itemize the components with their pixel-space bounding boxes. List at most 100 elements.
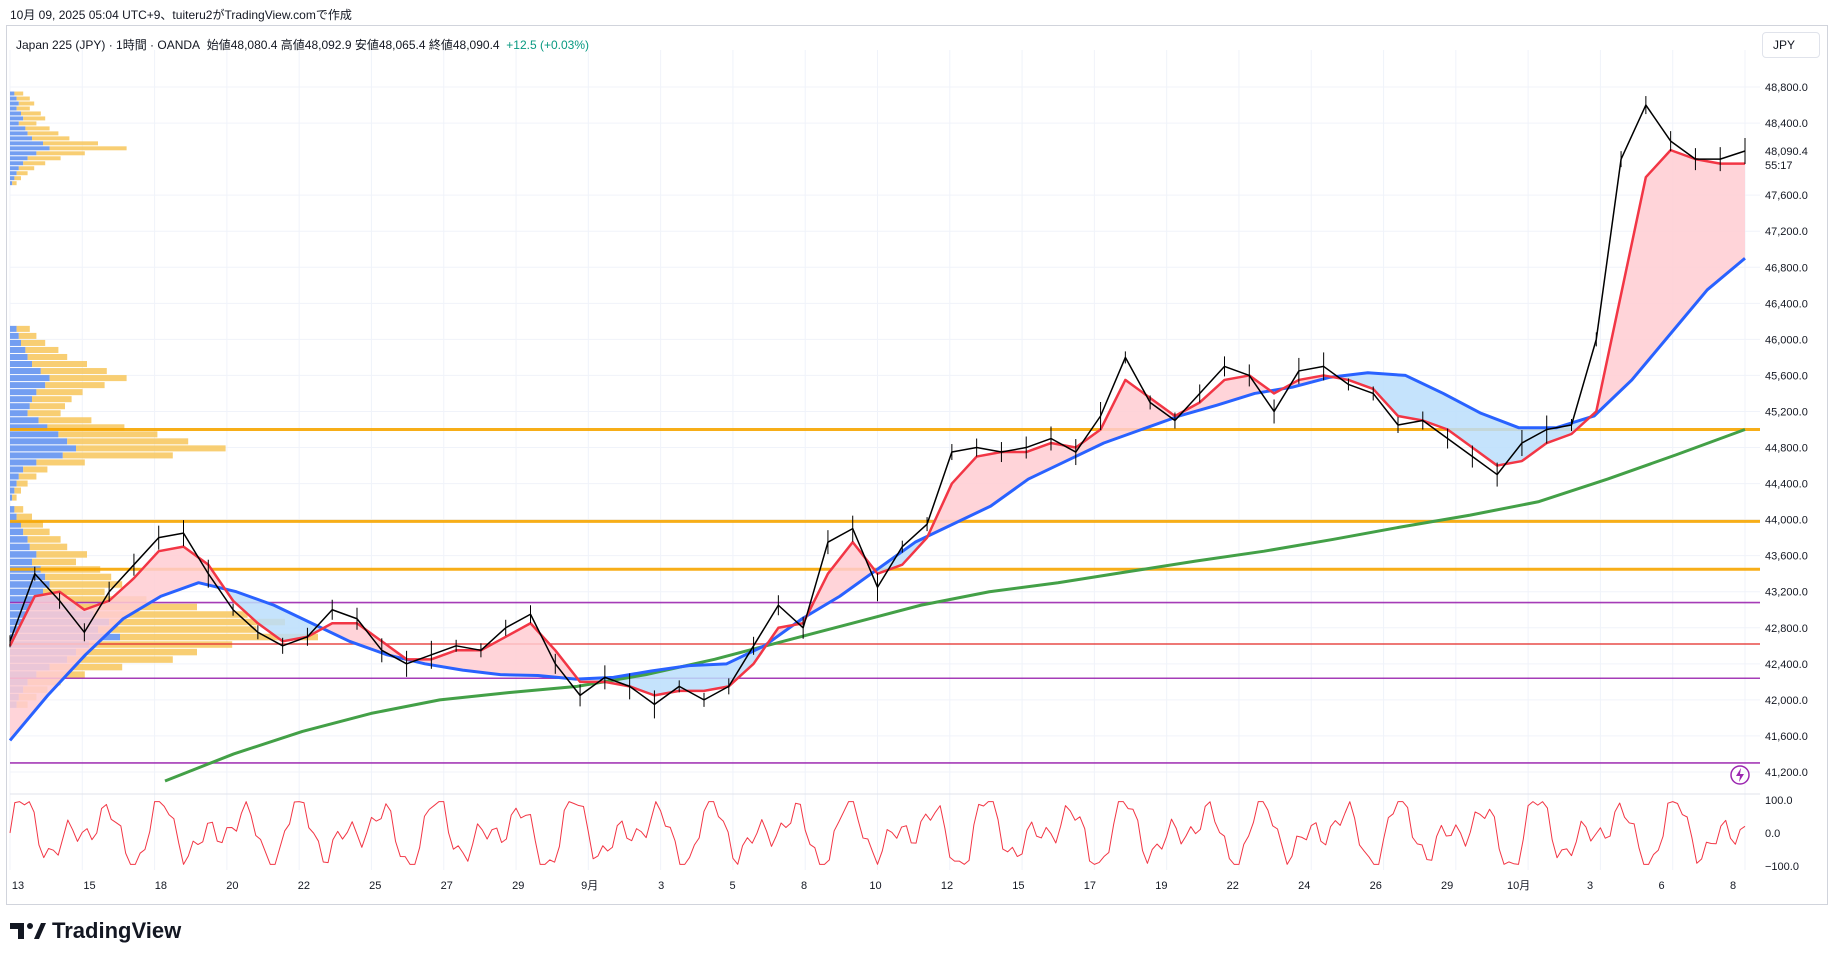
time-axis-tick: 9月 xyxy=(581,880,598,892)
volume-profile-down-bar xyxy=(47,424,125,431)
volume-profile-up-bar xyxy=(10,417,39,424)
volume-profile-down-bar xyxy=(25,126,50,131)
symbol-legend[interactable]: Japan 225 (JPY) · 1時間 · OANDA 始値48,080.4… xyxy=(16,36,589,53)
tradingview-brand[interactable]: TradingView xyxy=(10,918,181,944)
volume-profile-up-bar xyxy=(10,494,13,501)
time-axis-tick: 29 xyxy=(512,880,524,892)
volume-profile-up-bar xyxy=(10,116,24,121)
volume-profile-down-bar xyxy=(21,339,46,346)
ema-cloud xyxy=(929,375,1273,536)
volume-profile-down-bar xyxy=(67,438,189,445)
volume-profile-up-bar xyxy=(10,375,50,382)
time-axis-tick: 15 xyxy=(83,880,95,892)
volume-profile-up-bar xyxy=(10,473,19,480)
volume-profile-down-bar xyxy=(27,156,61,161)
volume-profile-up-bar xyxy=(10,389,37,396)
volume-profile-down-bar xyxy=(32,361,87,368)
ema-slow-line xyxy=(164,428,1746,783)
oscillator-line xyxy=(9,801,1746,865)
volume-profile-down-bar xyxy=(76,648,197,656)
volume-profile-down-bar xyxy=(49,375,127,382)
volume-profile-down-bar xyxy=(14,91,24,96)
price-axis-tick: 43,200.0 xyxy=(1765,587,1808,599)
volume-profile-up-bar xyxy=(10,361,32,368)
time-axis-tick: 8 xyxy=(1730,880,1736,892)
volume-profile-up-bar xyxy=(10,339,21,346)
time-axis-tick: 18 xyxy=(155,880,167,892)
volume-profile-up-bar xyxy=(10,431,59,438)
volume-profile-up-bar xyxy=(10,96,17,101)
volume-profile-down-bar xyxy=(23,466,48,473)
chart-frame xyxy=(6,25,1828,905)
volume-profile-up-bar xyxy=(10,573,46,581)
volume-profile-up-bar xyxy=(10,521,21,528)
last-price-label: 48,090.4 xyxy=(1765,146,1808,158)
volume-profile-down-bar xyxy=(38,417,92,424)
volume-profile-down-bar xyxy=(23,116,46,121)
time-axis-tick: 24 xyxy=(1298,880,1310,892)
volume-profile-down-bar xyxy=(32,396,72,403)
volume-profile-down-bar xyxy=(36,151,85,156)
ema-mid-line xyxy=(8,257,1746,742)
alert-lightning-icon xyxy=(1730,765,1750,785)
volume-profile-up-bar xyxy=(10,452,63,459)
volume-profile-down-bar xyxy=(58,596,147,603)
brand-name: TradingView xyxy=(52,918,182,943)
volume-profile-down-bar xyxy=(23,528,50,536)
volume-profile-up-bar xyxy=(10,536,28,543)
volume-profile-up-bar xyxy=(10,403,30,410)
price-axis-tick: 46,000.0 xyxy=(1765,334,1808,346)
volume-profile-down-bar xyxy=(12,494,17,501)
volume-profile-down-bar xyxy=(49,146,127,151)
volume-profile-down-bar xyxy=(16,480,28,487)
volume-profile-up-bar xyxy=(10,181,13,186)
ema-cloud xyxy=(808,543,878,616)
volume-profile-down-bar xyxy=(21,111,41,116)
volume-profile-down-bar xyxy=(67,656,173,663)
time-axis-tick: 6 xyxy=(1658,880,1664,892)
time-axis-tick: 3 xyxy=(1587,880,1593,892)
volume-profile-down-bar xyxy=(36,459,85,466)
volume-profile-down-bar xyxy=(49,581,123,588)
volume-profile-up-bar xyxy=(10,459,37,466)
price-axis-tick: 41,200.0 xyxy=(1765,767,1808,779)
time-axis-tick: 13 xyxy=(12,880,24,892)
volume-profile-down-bar xyxy=(62,452,173,459)
volume-profile-up-bar xyxy=(10,131,28,136)
volume-profile-down-bar xyxy=(43,588,105,596)
volume-profile-down-bar xyxy=(29,403,65,410)
time-axis-tick: 26 xyxy=(1370,880,1382,892)
volume-profile-up-bar xyxy=(10,111,21,116)
legend-symbol: Japan 225 (JPY) · 1時間 · OANDA xyxy=(16,38,201,52)
price-axis-tick: 47,200.0 xyxy=(1765,226,1808,238)
time-axis-tick: 12 xyxy=(941,880,953,892)
volume-profile-down-bar xyxy=(49,663,123,671)
volume-profile-down-bar xyxy=(14,176,21,181)
volume-profile-down-bar xyxy=(21,521,43,528)
volume-profile-down-bar xyxy=(27,410,61,417)
price-axis-tick: 43,600.0 xyxy=(1765,551,1808,563)
volume-profile-down-bar xyxy=(45,573,112,581)
volume-profile-down-bar xyxy=(32,136,70,141)
ema-cloud xyxy=(1593,150,1745,417)
time-axis-tick: 17 xyxy=(1084,880,1096,892)
volume-profile-up-bar xyxy=(10,325,17,332)
volume-profile-up-bar xyxy=(10,136,32,141)
alert-lightning-icon-bolt xyxy=(1736,768,1744,782)
volume-profile-up-bar xyxy=(10,141,43,146)
volume-profile-up-bar xyxy=(10,480,17,487)
volume-profile-up-bar xyxy=(10,176,15,181)
volume-profile-up-bar xyxy=(10,166,19,171)
price-axis-tick: 42,400.0 xyxy=(1765,659,1808,671)
volume-profile-down-bar xyxy=(109,618,285,626)
volume-profile-up-bar xyxy=(10,91,15,96)
volume-profile-down-bar xyxy=(12,181,17,186)
time-axis-tick: 5 xyxy=(730,880,736,892)
volume-profile-up-bar xyxy=(10,513,17,521)
time-axis-tick: 20 xyxy=(226,880,238,892)
price-axis-tick: 46,400.0 xyxy=(1765,298,1808,310)
volume-profile-down-bar xyxy=(29,543,68,551)
ema-cloud xyxy=(1332,372,1594,466)
currency-selector[interactable]: JPY xyxy=(1762,32,1820,58)
